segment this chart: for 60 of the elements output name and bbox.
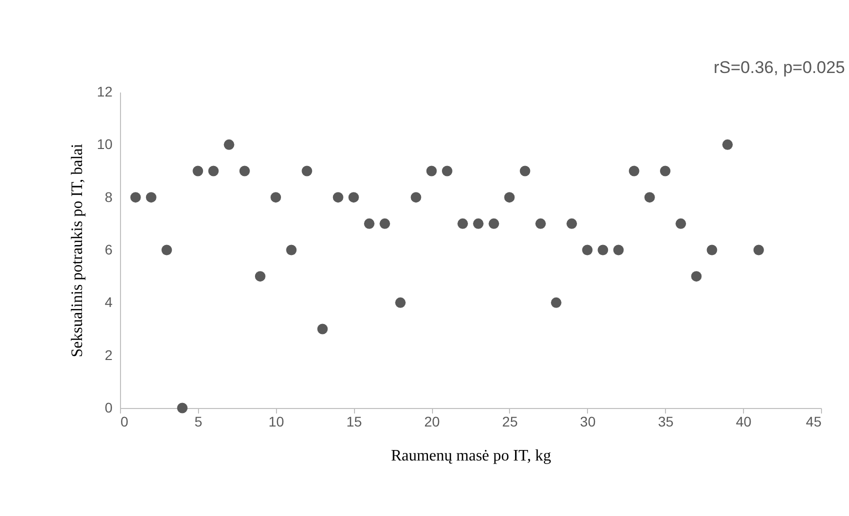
- point: [192, 166, 204, 176]
- point: [302, 166, 312, 176]
- point: [364, 218, 374, 229]
- y-tick-label: 0: [104, 400, 113, 416]
- point: [395, 297, 406, 308]
- point: [332, 192, 344, 203]
- point: [628, 166, 640, 176]
- point: [706, 244, 718, 256]
- y-tick-label: 2: [104, 346, 113, 363]
- x-tick-label: 15: [346, 414, 362, 430]
- point: [598, 244, 608, 256]
- point: [504, 192, 515, 203]
- x-tick-label: 10: [268, 414, 284, 430]
- x-tick-label: 20: [424, 414, 440, 430]
- y-tick-label: 8: [104, 188, 113, 205]
- point: [317, 324, 328, 334]
- x-tick-label: 45: [806, 414, 822, 430]
- point: [550, 297, 562, 308]
- point: [286, 244, 297, 256]
- x-tick-label: 40: [736, 414, 752, 430]
- point: [380, 218, 390, 229]
- point: [582, 244, 593, 256]
- y-tick-label: 12: [96, 84, 113, 100]
- x-tick-label: 5: [194, 414, 202, 430]
- point: [161, 244, 172, 256]
- point: [691, 271, 702, 282]
- x-tick-label: 0: [120, 414, 128, 430]
- x-axis-title: Raumenų masė po IT, kg: [390, 448, 552, 464]
- point: [473, 218, 484, 229]
- point: [676, 218, 686, 229]
- point: [224, 139, 234, 150]
- point: [722, 139, 733, 150]
- point: [208, 166, 219, 176]
- point: [660, 166, 670, 176]
- point: [348, 192, 359, 203]
- point: [442, 166, 452, 176]
- point: [146, 192, 156, 203]
- point: [520, 166, 530, 176]
- point: [457, 218, 468, 229]
- point: [254, 271, 266, 282]
- x-tick-label: 25: [502, 414, 518, 430]
- y-tick-label: 4: [104, 294, 113, 310]
- y-axis-title: Seksualinis potraukis po IT, balai: [68, 143, 86, 358]
- text: rS=0.36, p=0.025: [714, 58, 845, 77]
- point: [566, 218, 577, 229]
- point: [613, 244, 624, 256]
- y-tick-label: 10: [96, 136, 113, 152]
- point: [130, 192, 141, 203]
- point: [644, 192, 655, 203]
- point: [177, 402, 188, 414]
- point: [535, 218, 546, 229]
- point: [488, 218, 500, 229]
- x-tick-label: 30: [580, 414, 596, 430]
- x-tick-label: 35: [658, 414, 674, 430]
- point: [410, 192, 422, 203]
- point: [426, 166, 437, 176]
- point: [753, 244, 764, 256]
- y-tick-label: 6: [104, 242, 113, 258]
- point: [270, 192, 282, 203]
- point: [239, 166, 250, 176]
